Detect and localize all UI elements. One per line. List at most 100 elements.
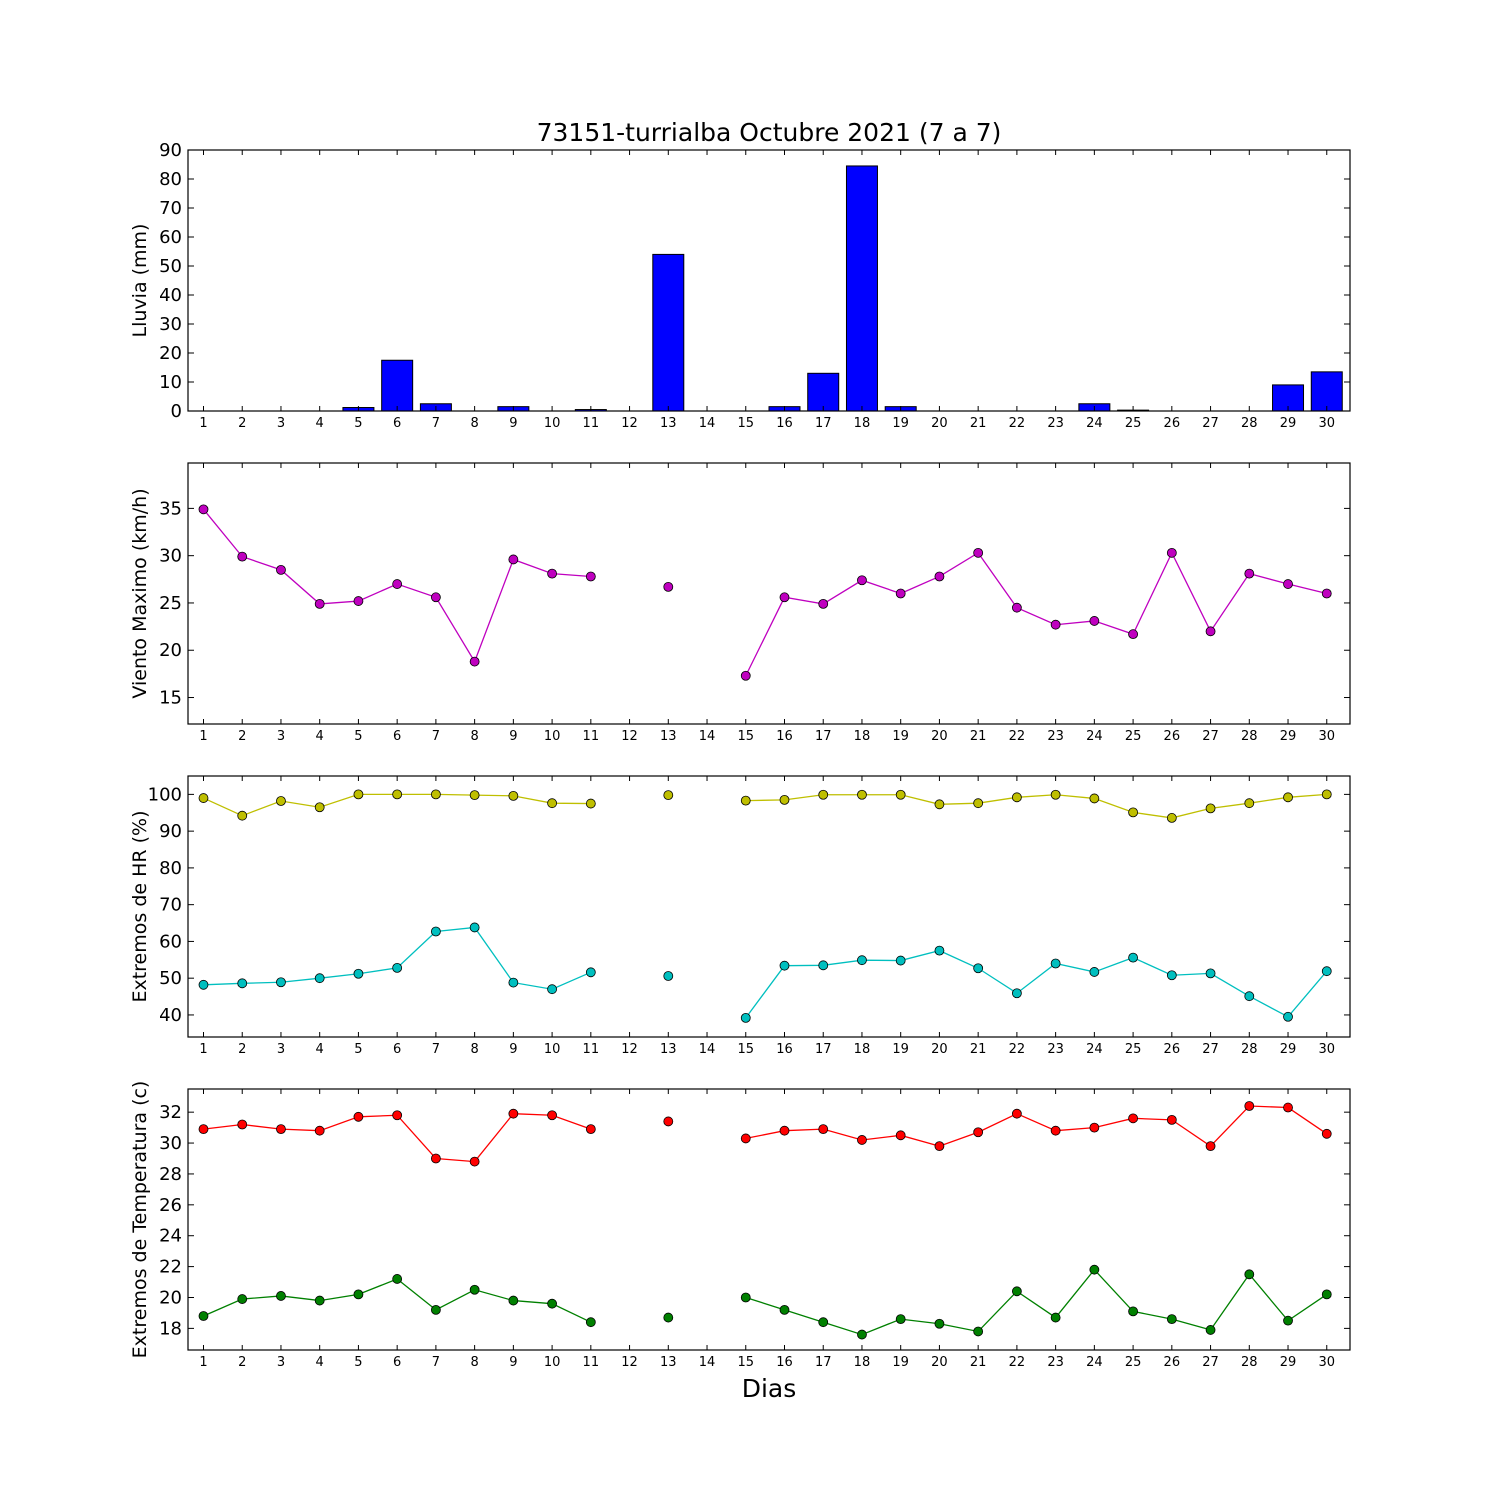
x-tick-label: 5 xyxy=(354,416,362,431)
series-4-1 xyxy=(198,1101,1332,1167)
x-tick-label: 1 xyxy=(199,1355,207,1370)
point-day-6 xyxy=(392,789,403,800)
x-tick-label: 24 xyxy=(1086,729,1103,744)
x-tick-label: 12 xyxy=(621,1042,638,1057)
x-tick-label: 13 xyxy=(660,729,677,744)
point-day-2 xyxy=(237,551,248,562)
x-tick-label: 3 xyxy=(277,416,285,431)
point-day-15 xyxy=(740,1292,751,1303)
y-tick-label: 28 xyxy=(159,1164,182,1185)
x-tick-label: 13 xyxy=(660,416,677,431)
point-day-24 xyxy=(1089,793,1100,804)
series-4-2 xyxy=(198,1264,1332,1340)
y-tick-label: 26 xyxy=(159,1195,182,1216)
x-tick-label: 8 xyxy=(470,1355,478,1370)
point-day-17 xyxy=(818,599,829,609)
point-day-3 xyxy=(276,1291,286,1301)
bar-day-6 xyxy=(381,359,414,412)
point-day-30 xyxy=(1321,1289,1332,1300)
x-tick-label: 1 xyxy=(199,1042,207,1057)
y-tick-label: 15 xyxy=(159,688,182,709)
x-tick-label: 23 xyxy=(1047,729,1064,744)
x-tick-label: 14 xyxy=(699,1042,716,1057)
point-day-9 xyxy=(508,977,519,988)
y-axis-label: Viento Maximo (km/h) xyxy=(129,488,151,698)
y-tick-label: 60 xyxy=(159,931,182,952)
point-day-30 xyxy=(1321,588,1332,599)
point-day-15 xyxy=(740,795,751,806)
point-day-13 xyxy=(663,1312,674,1323)
point-day-21 xyxy=(973,963,984,974)
x-tick-label: 28 xyxy=(1241,416,1258,431)
y-tick-label: 18 xyxy=(159,1318,182,1339)
point-day-25 xyxy=(1128,807,1138,818)
x-tick-label: 27 xyxy=(1202,729,1219,744)
point-day-20 xyxy=(934,945,945,956)
x-tick-label: 18 xyxy=(854,1042,871,1057)
y-axis-label: Lluvia (mm) xyxy=(129,224,151,338)
x-tick-label: 20 xyxy=(931,416,948,431)
point-day-7 xyxy=(430,789,441,800)
point-day-11 xyxy=(585,1317,596,1328)
point-day-15 xyxy=(740,1012,751,1023)
point-day-19 xyxy=(895,1314,906,1325)
axes-frame xyxy=(187,775,1351,1038)
x-tick-label: 20 xyxy=(931,729,948,744)
y-tick-label: 35 xyxy=(159,498,182,519)
x-tick-label: 10 xyxy=(544,1042,561,1057)
point-day-1 xyxy=(198,793,209,803)
x-tick-label: 18 xyxy=(854,729,871,744)
point-day-1 xyxy=(198,504,209,515)
point-day-25 xyxy=(1128,1306,1138,1317)
point-day-18 xyxy=(857,575,867,586)
axes-frame xyxy=(187,149,1351,412)
point-day-9 xyxy=(508,790,519,801)
point-day-8 xyxy=(469,1284,480,1295)
point-day-10 xyxy=(547,568,557,579)
point-day-8 xyxy=(469,1156,480,1167)
x-tick-label: 23 xyxy=(1047,416,1064,431)
y-tick-label: 20 xyxy=(159,343,182,364)
x-tick-label: 3 xyxy=(277,1355,285,1370)
point-day-20 xyxy=(934,571,945,582)
series-line-segment xyxy=(745,949,1328,1019)
point-day-21 xyxy=(973,798,984,809)
point-day-24 xyxy=(1089,1264,1100,1275)
axes-frame xyxy=(187,462,1351,725)
x-tick-label: 20 xyxy=(931,1355,948,1370)
x-tick-label: 26 xyxy=(1164,1355,1181,1370)
point-day-24 xyxy=(1089,1122,1100,1133)
y-tick-label: 50 xyxy=(159,256,182,277)
point-day-6 xyxy=(392,1110,403,1121)
point-day-18 xyxy=(857,1135,867,1145)
series-2-1 xyxy=(198,504,1332,681)
x-tick-label: 17 xyxy=(815,1355,832,1370)
point-day-13 xyxy=(663,790,674,801)
x-tick-label: 29 xyxy=(1280,1355,1297,1370)
x-tick-label: 15 xyxy=(737,1042,754,1057)
x-tick-label: 21 xyxy=(970,416,987,431)
point-day-2 xyxy=(237,1294,248,1304)
x-tick-label: 24 xyxy=(1086,1042,1103,1057)
y-tick-label: 30 xyxy=(159,1133,182,1154)
x-tick-label: 9 xyxy=(509,1355,517,1370)
x-tick-label: 30 xyxy=(1318,729,1335,744)
point-day-17 xyxy=(818,1124,829,1135)
x-tick-label: 27 xyxy=(1202,416,1219,431)
point-day-16 xyxy=(779,1125,790,1136)
x-tick-label: 22 xyxy=(1009,1042,1026,1057)
x-tick-label: 6 xyxy=(393,1355,401,1370)
x-tick-label: 26 xyxy=(1164,1042,1181,1057)
x-tick-label: 22 xyxy=(1009,729,1026,744)
x-tick-label: 30 xyxy=(1318,1042,1335,1057)
point-day-8 xyxy=(469,656,480,667)
y-tick-label: 22 xyxy=(159,1257,182,1278)
x-tick-label: 16 xyxy=(776,729,793,744)
point-day-29 xyxy=(1283,1011,1293,1022)
point-day-9 xyxy=(508,554,519,565)
point-day-27 xyxy=(1205,1325,1216,1335)
point-day-13 xyxy=(663,971,674,981)
point-day-24 xyxy=(1089,967,1100,977)
point-day-2 xyxy=(237,810,248,821)
